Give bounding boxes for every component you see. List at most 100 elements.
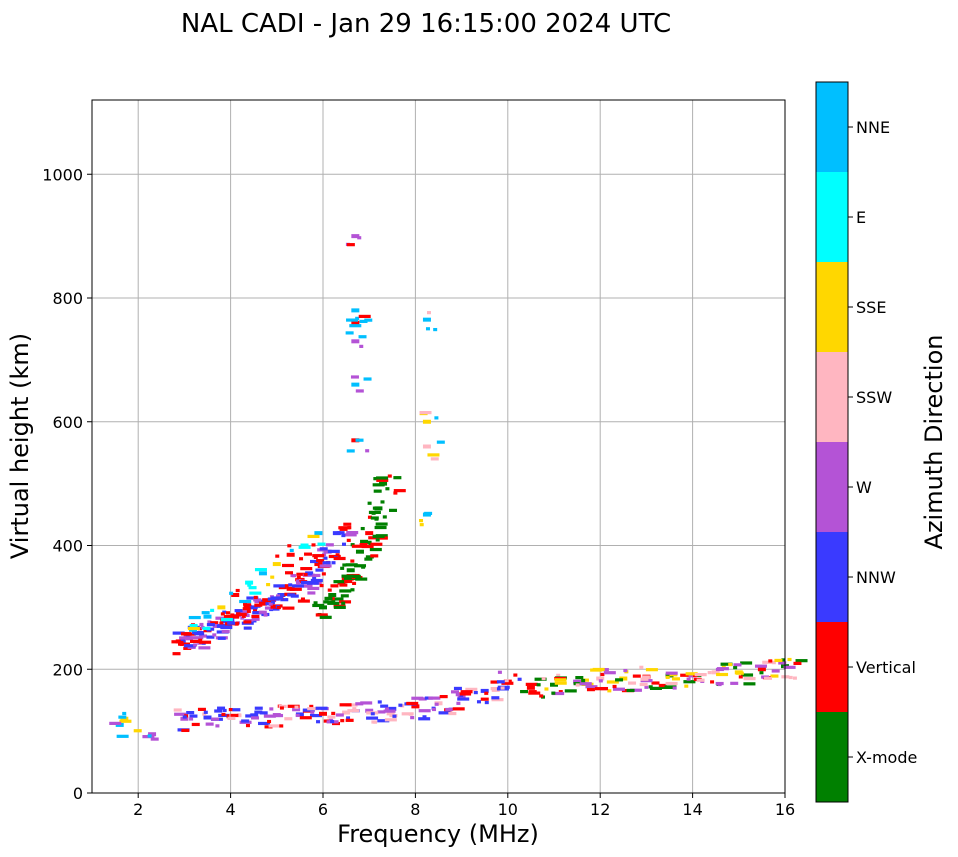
echo-point <box>277 593 286 597</box>
echo-point <box>255 599 268 603</box>
echo-point <box>408 712 413 716</box>
echo-point <box>271 596 284 600</box>
echo-point <box>324 597 329 601</box>
echo-point <box>242 601 247 605</box>
echo-point <box>658 683 667 688</box>
echo-point <box>710 680 715 684</box>
echo-point <box>268 602 273 607</box>
series-group-5 <box>345 234 373 453</box>
echo-point <box>307 534 320 539</box>
echo-point <box>309 704 314 709</box>
series-group-7 <box>109 711 159 741</box>
echo-point <box>473 690 478 695</box>
echo-point <box>345 718 354 722</box>
echo-point <box>344 579 353 584</box>
echo-point <box>426 311 431 315</box>
echo-point <box>450 690 459 694</box>
echo-point <box>211 717 220 721</box>
echo-point <box>351 382 360 387</box>
echo-point <box>369 547 382 552</box>
echo-point <box>372 483 385 487</box>
echo-point <box>491 688 500 692</box>
echo-point <box>556 673 561 677</box>
echo-point <box>280 598 289 602</box>
echo-point <box>367 515 372 519</box>
colorbar-segment <box>816 82 848 172</box>
x-tick-label: 2 <box>133 800 143 819</box>
echo-point <box>221 712 226 717</box>
echo-point <box>351 339 360 344</box>
colorbar-tick-label: SSW <box>856 388 892 407</box>
echo-point <box>757 667 766 672</box>
echo-point <box>282 563 295 568</box>
echo-point <box>373 477 378 481</box>
echo-point <box>230 713 239 718</box>
echo-point <box>352 574 361 579</box>
echo-point <box>733 663 742 667</box>
echo-point <box>783 665 796 669</box>
echo-point <box>203 614 212 619</box>
echo-point <box>264 725 273 729</box>
echo-point <box>300 597 305 601</box>
echo-point <box>366 716 379 720</box>
echo-point <box>771 669 780 673</box>
echo-point <box>592 667 605 672</box>
echo-point <box>173 708 182 712</box>
echo-point <box>716 667 729 671</box>
echo-point <box>377 700 382 704</box>
echo-point <box>619 676 628 681</box>
echo-point <box>743 682 756 686</box>
echo-point <box>651 681 660 685</box>
echo-point <box>341 533 346 538</box>
echo-point <box>352 707 357 711</box>
colorbar-tick-label: NNW <box>856 568 896 587</box>
echo-point <box>217 706 226 710</box>
echo-point <box>365 555 374 559</box>
echo-point <box>457 697 470 701</box>
echo-point <box>350 559 355 563</box>
echo-point <box>315 568 324 572</box>
echo-point <box>422 444 431 449</box>
colorbar-label: Azimuth Direction <box>920 335 948 550</box>
echo-point <box>341 574 354 578</box>
echo-point <box>319 605 327 610</box>
echo-point <box>513 673 518 677</box>
echo-point <box>317 542 326 546</box>
echo-point <box>339 589 352 593</box>
echo-point <box>716 672 729 677</box>
echo-point <box>384 718 397 722</box>
echo-point <box>289 548 294 553</box>
echo-point <box>245 613 250 618</box>
echo-point <box>222 610 227 614</box>
echo-point <box>696 678 705 682</box>
y-tick-label: 800 <box>52 289 83 308</box>
echo-point <box>626 688 635 693</box>
echo-point <box>371 720 376 724</box>
echo-point <box>316 720 321 724</box>
x-tick-label: 12 <box>590 800 610 819</box>
echo-point <box>235 588 240 593</box>
echo-point <box>649 686 662 690</box>
echo-point <box>330 584 339 588</box>
echo-point <box>418 709 431 713</box>
echo-point <box>759 671 764 675</box>
series-group-2 <box>312 474 406 619</box>
echo-point <box>607 689 612 693</box>
echo-point <box>300 543 309 548</box>
echo-point <box>259 711 268 715</box>
echo-point <box>358 335 367 339</box>
echo-point <box>418 717 431 721</box>
echo-point <box>327 588 332 592</box>
echo-point <box>292 708 301 712</box>
echo-point <box>629 688 642 692</box>
echo-point <box>189 714 198 718</box>
echo-point <box>363 377 372 381</box>
echo-point <box>346 243 355 247</box>
echo-point <box>243 603 252 607</box>
echo-point <box>385 487 390 491</box>
echo-point <box>303 572 308 577</box>
echo-point <box>174 712 187 716</box>
echo-point <box>376 478 389 482</box>
echo-point <box>228 707 233 712</box>
echo-point <box>352 581 357 585</box>
